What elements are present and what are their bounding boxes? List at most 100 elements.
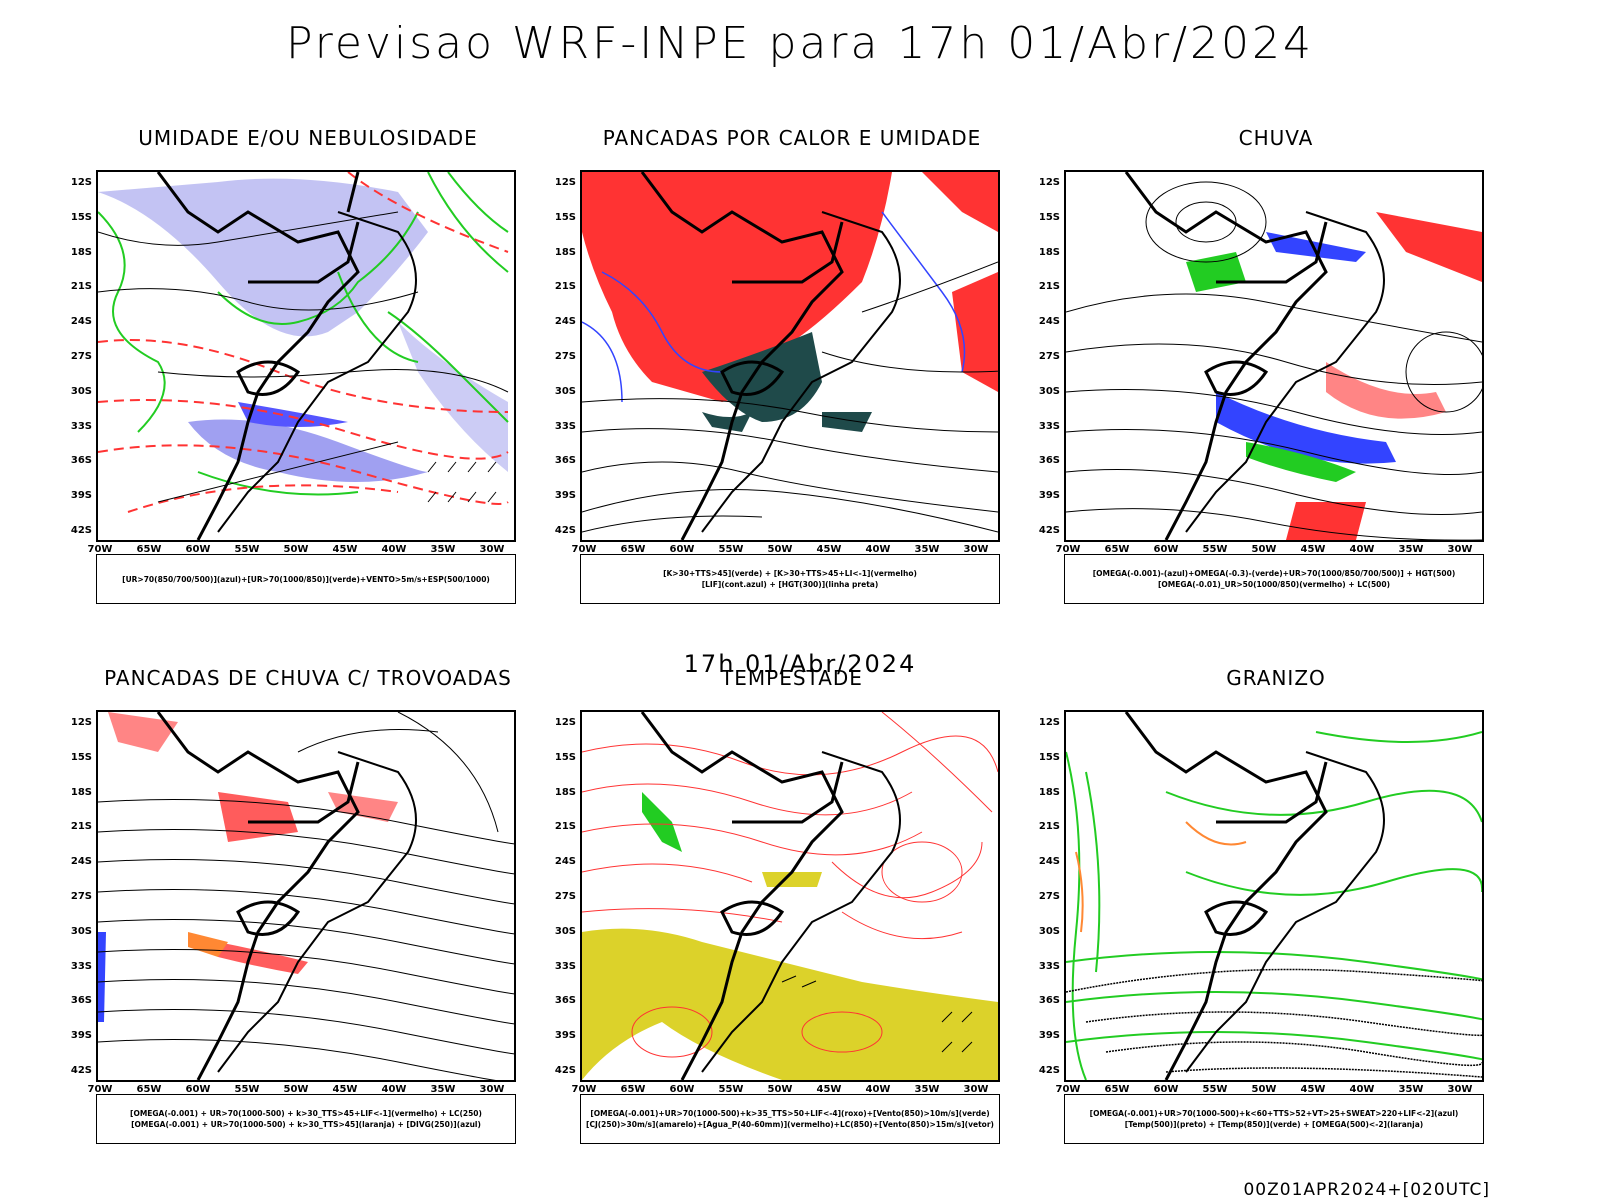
lat-tick-label: 21S <box>1038 821 1060 833</box>
lat-tick-label: 36S <box>1038 995 1060 1007</box>
lat-tick-label: 30S <box>554 925 576 937</box>
lon-tick-label: 60W <box>669 544 695 555</box>
lon-tick-label: 35W <box>430 544 456 555</box>
lon-tick-label: 70W <box>571 544 597 555</box>
lon-tick-label: 60W <box>669 1084 695 1095</box>
lat-tick-label: 42S <box>1038 1065 1060 1076</box>
lat-tick-label: 33S <box>554 420 576 432</box>
lon-tick-label: 30W <box>479 544 505 555</box>
lat-tick-label: 33S <box>70 420 92 432</box>
lon-tick-label: 55W <box>718 544 744 555</box>
panel-title: GRANIZO <box>1226 666 1326 690</box>
lon-tick-label: 30W <box>1447 1084 1473 1095</box>
lat-tick-label: 42S <box>554 525 576 536</box>
lon-tick-label: 40W <box>381 544 407 555</box>
lat-tick-label: 15S <box>554 211 576 223</box>
lat-tick-label: 24S <box>70 856 92 868</box>
lat-tick-label: 30S <box>70 925 92 937</box>
panel-legend: [OMEGA(-0.001) + UR>70(1000-500) + k>30_… <box>96 1094 516 1144</box>
lat-tick-label: 30S <box>1038 385 1060 397</box>
lat-tick-label: 33S <box>1038 960 1060 972</box>
panel-title: CHUVA <box>1238 126 1314 150</box>
lat-tick-label: 18S <box>70 786 92 798</box>
lat-tick-label: 30S <box>70 385 92 397</box>
lon-tick-label: 70W <box>571 1084 597 1095</box>
lon-tick-label: 35W <box>1398 1084 1424 1095</box>
lat-tick-label: 42S <box>70 1065 92 1076</box>
lon-tick-label: 65W <box>1104 544 1130 555</box>
lon-tick-label: 40W <box>1349 544 1375 555</box>
lat-tick-label: 36S <box>1038 455 1060 467</box>
lon-tick-label: 50W <box>283 1084 309 1095</box>
lat-tick-label: 15S <box>1038 751 1060 763</box>
lon-tick-label: 50W <box>283 544 309 555</box>
panel-title: PANCADAS DE CHUVA C/ TROVOADAS <box>104 666 512 690</box>
page-title: Previsao WRF-INPE para 17h 01/Abr/2024 <box>285 18 1314 69</box>
lat-tick-label: 36S <box>554 995 576 1007</box>
lat-tick-label: 12S <box>1038 717 1060 728</box>
lon-tick-label: 55W <box>718 1084 744 1095</box>
lat-tick-label: 39S <box>70 490 92 502</box>
lon-tick-label: 70W <box>87 544 113 555</box>
lat-tick-label: 39S <box>1038 1030 1060 1042</box>
lon-tick-label: 65W <box>1104 1084 1130 1095</box>
lat-tick-label: 24S <box>554 856 576 868</box>
lon-tick-label: 30W <box>479 1084 505 1095</box>
lat-tick-label: 12S <box>554 717 576 728</box>
lon-tick-label: 55W <box>234 544 260 555</box>
panel-legend: [OMEGA(-0.001)-(azul)+OMEGA(-0.3)-(verde… <box>1064 554 1484 604</box>
panel-legend: [OMEGA(-0.001)+UR>70(1000-500)+k>35_TTS>… <box>580 1094 1000 1144</box>
lon-tick-label: 35W <box>430 1084 456 1095</box>
lon-tick-label: 65W <box>620 1084 646 1095</box>
lat-tick-label: 24S <box>1038 316 1060 328</box>
lat-tick-label: 36S <box>70 995 92 1007</box>
lat-tick-label: 39S <box>1038 490 1060 502</box>
lon-tick-label: 40W <box>381 1084 407 1095</box>
panel-title: TEMPESTADE <box>721 666 863 690</box>
lon-tick-label: 55W <box>1202 544 1228 555</box>
lon-tick-label: 30W <box>963 544 989 555</box>
lat-tick-label: 21S <box>70 821 92 833</box>
lat-tick-label: 18S <box>554 246 576 258</box>
map-tempestade <box>580 710 1000 1082</box>
lat-tick-label: 42S <box>554 1065 576 1076</box>
panel-tempestade: TEMPESTADE <box>542 666 1042 1200</box>
map-granizo <box>1064 710 1484 1082</box>
lon-tick-label: 65W <box>620 544 646 555</box>
lon-tick-label: 50W <box>1251 1084 1277 1095</box>
lat-tick-label: 33S <box>1038 420 1060 432</box>
lat-tick-label: 24S <box>70 316 92 328</box>
lat-tick-label: 18S <box>1038 786 1060 798</box>
lon-tick-label: 45W <box>816 544 842 555</box>
lon-tick-label: 40W <box>865 1084 891 1095</box>
lat-tick-label: 15S <box>70 211 92 223</box>
lat-tick-label: 21S <box>554 821 576 833</box>
lat-tick-label: 27S <box>554 351 576 362</box>
lon-tick-label: 40W <box>1349 1084 1375 1095</box>
lat-tick-label: 15S <box>554 751 576 763</box>
lon-tick-label: 55W <box>234 1084 260 1095</box>
lat-tick-label: 12S <box>70 177 92 188</box>
lon-tick-label: 30W <box>963 1084 989 1095</box>
lat-tick-label: 24S <box>554 316 576 328</box>
lat-tick-label: 39S <box>70 1030 92 1042</box>
panel-title: PANCADAS POR CALOR E UMIDADE <box>602 126 982 150</box>
panel-legend: [OMEGA(-0.001)+UR>70(1000-500)+k<60+TTS>… <box>1064 1094 1484 1144</box>
lon-tick-label: 45W <box>1300 1084 1326 1095</box>
lon-tick-label: 60W <box>185 1084 211 1095</box>
lat-tick-label: 27S <box>554 891 576 902</box>
lon-tick-label: 55W <box>1202 1084 1228 1095</box>
lon-tick-label: 45W <box>332 1084 358 1095</box>
lon-tick-label: 35W <box>914 1084 940 1095</box>
panel-title: UMIDADE E/OU NEBULOSIDADE <box>138 126 478 150</box>
panel-umidade: UMIDADE E/OU NEBULOSIDADE <box>58 126 558 660</box>
lat-tick-label: 36S <box>70 455 92 467</box>
lat-tick-label: 33S <box>554 960 576 972</box>
lon-tick-label: 70W <box>87 1084 113 1095</box>
lon-tick-label: 50W <box>767 544 793 555</box>
lat-tick-label: 42S <box>1038 525 1060 536</box>
lon-tick-label: 40W <box>865 544 891 555</box>
lon-tick-label: 45W <box>1300 544 1326 555</box>
lon-tick-label: 30W <box>1447 544 1473 555</box>
lon-tick-label: 65W <box>136 1084 162 1095</box>
